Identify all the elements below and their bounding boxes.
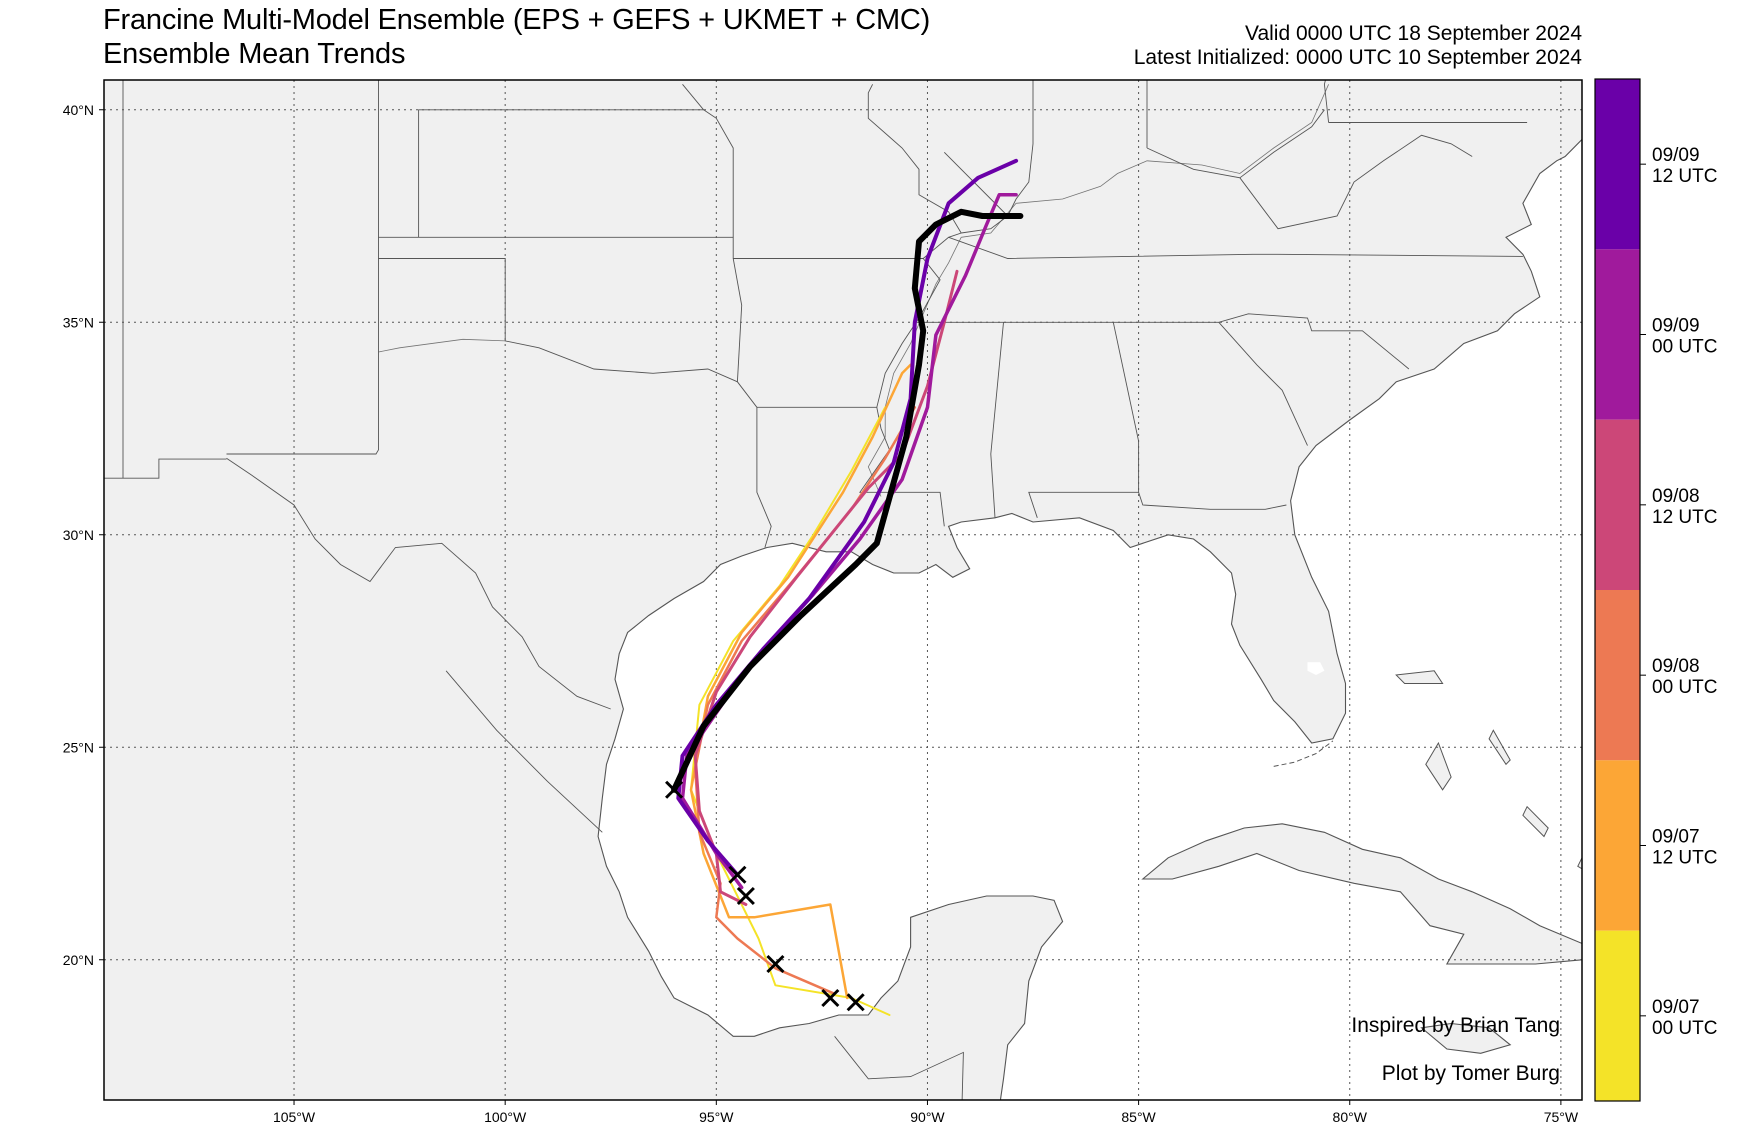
track-line-4 <box>680 193 1018 890</box>
init-marker-0 <box>846 993 865 1012</box>
state-borders <box>104 80 1528 1100</box>
credit-plot: Plot by Tomer Burg <box>1381 1062 1560 1085</box>
lat-tick-label-0: 20°N <box>63 952 94 968</box>
colorbar-segment-0 <box>1595 79 1640 250</box>
graticule <box>104 80 1582 1100</box>
colorbar-label-date-4: 09/07 <box>1652 827 1700 848</box>
init-marker-4 <box>728 865 747 884</box>
colorbar-label-date-5: 09/07 <box>1652 997 1700 1018</box>
colorbar-segment-3 <box>1595 590 1640 761</box>
init-marker-2 <box>766 954 785 974</box>
colorbar-segment-1 <box>1595 249 1640 420</box>
lon-tick-label-2: 95°W <box>699 1109 734 1125</box>
initialized-time: Latest Initialized: 0000 UTC 10 Septembe… <box>1133 46 1582 69</box>
init-marker-3 <box>736 886 755 906</box>
credit-inspired: Inspired by Brian Tang <box>1351 1014 1560 1037</box>
map-frame <box>103 79 1583 1101</box>
land-layer <box>104 80 1582 1100</box>
track-line-1 <box>689 363 912 1000</box>
axis-ticks: 105°W 100°W 95°W 90°W 85°W 80°W 75°W 20°N 25°N 30… <box>63 102 1579 1125</box>
lon-tick-label-0: 105°W <box>273 1109 316 1125</box>
colorbar-label-date-0: 09/09 <box>1652 145 1700 166</box>
colorbar-segment-2 <box>1595 419 1640 590</box>
colorbar-label-date-3: 09/08 <box>1652 656 1700 677</box>
lat-tick-label-1: 25°N <box>63 739 94 755</box>
init-position-markers <box>665 780 865 1012</box>
chart-subtitle: Ensemble Mean Trends <box>103 38 406 70</box>
lon-tick-label-6: 75°W <box>1544 1109 1579 1125</box>
lon-tick-label-3: 90°W <box>910 1109 945 1125</box>
lon-tick-label-1: 100°W <box>484 1109 527 1125</box>
valid-time: Valid 0000 UTC 18 September 2024 <box>1245 22 1582 45</box>
colorbar-label-date-2: 09/08 <box>1652 486 1700 507</box>
lat-tick-label-2: 30°N <box>63 527 94 543</box>
track-line-6 <box>671 208 1024 793</box>
lat-tick-label-4: 40°N <box>63 102 94 118</box>
init-marker-5 <box>665 780 684 799</box>
chart-title: Francine Multi-Model Ensemble (EPS + GEF… <box>103 4 931 36</box>
colorbar-label-time-1: 00 UTC <box>1652 337 1717 358</box>
colorbar-label-time-5: 00 UTC <box>1652 1018 1717 1039</box>
colorbar-segment-5 <box>1595 930 1640 1101</box>
colorbar-label-time-0: 12 UTC <box>1652 166 1717 187</box>
colorbar-label-date-1: 09/09 <box>1652 316 1700 337</box>
lat-tick-label-3: 35°N <box>63 314 94 330</box>
colorbar-label-time-4: 12 UTC <box>1652 848 1717 869</box>
colorbar-label-time-3: 00 UTC <box>1652 677 1717 698</box>
lon-tick-label-4: 85°W <box>1121 1109 1156 1125</box>
init-marker-1 <box>821 988 840 1008</box>
lon-tick-label-5: 80°W <box>1333 1109 1368 1125</box>
colorbar-segment-4 <box>1595 760 1640 931</box>
colorbar-label-time-2: 12 UTC <box>1652 507 1717 528</box>
